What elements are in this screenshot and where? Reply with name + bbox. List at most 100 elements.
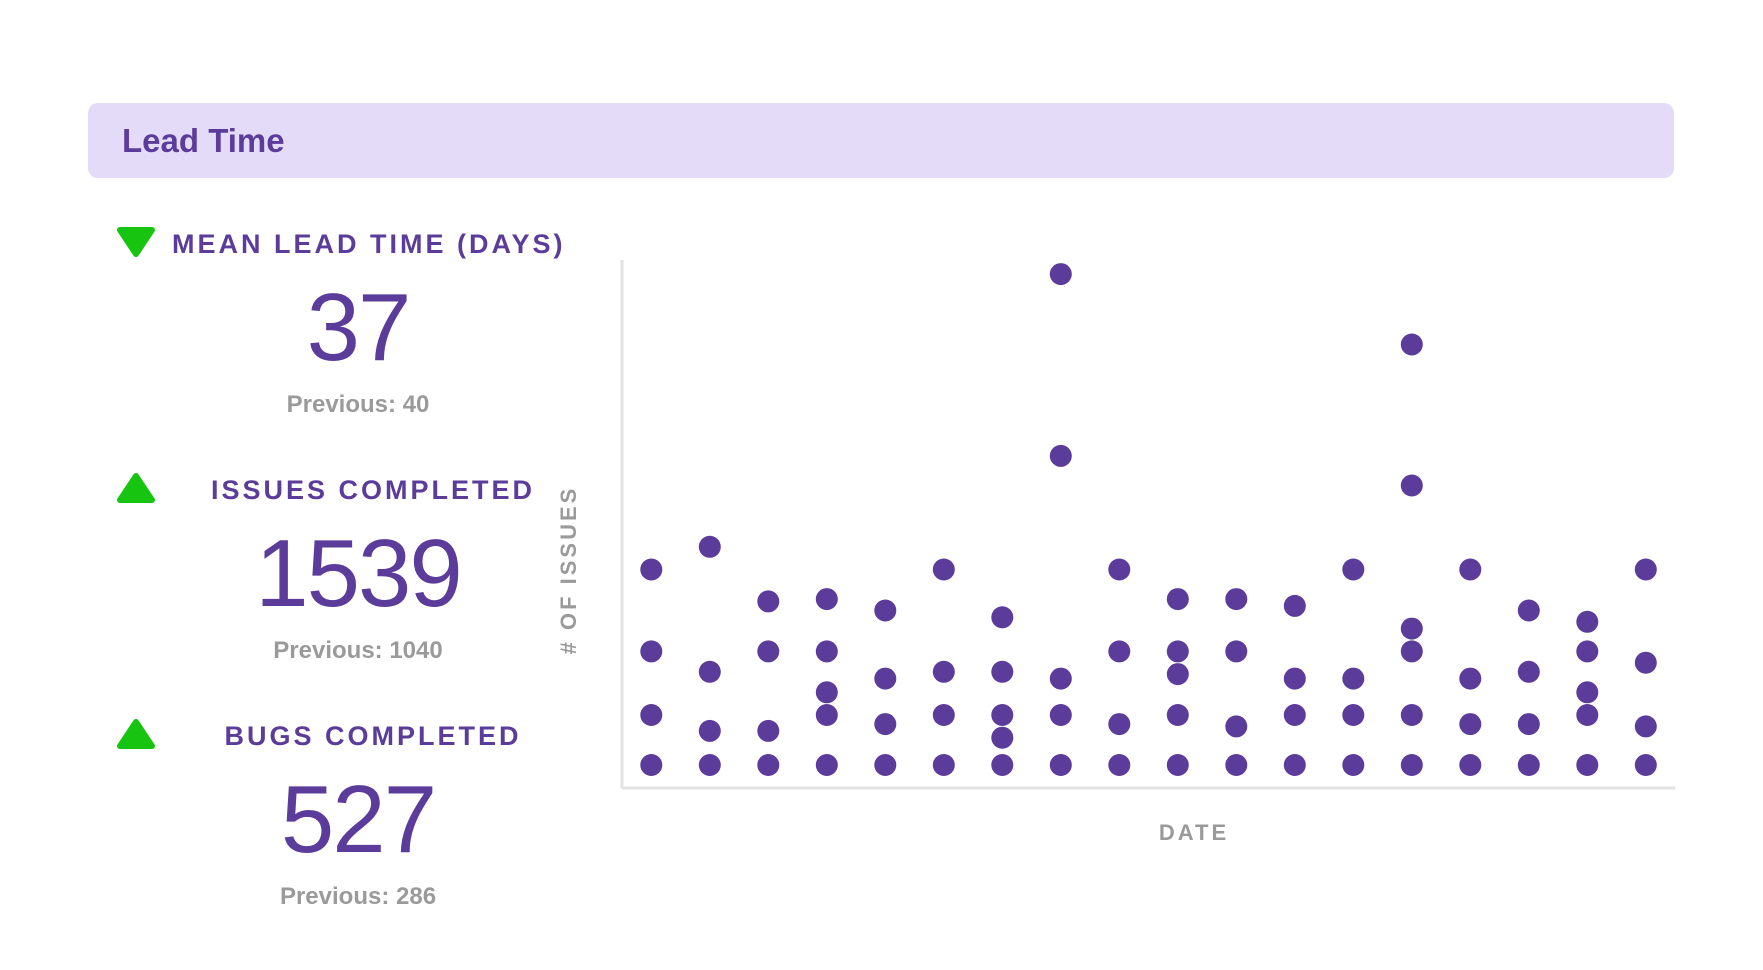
data-point: [1400, 617, 1423, 640]
data-point: [757, 640, 780, 663]
data-point: [815, 704, 838, 726]
data-point: [1634, 754, 1657, 776]
data-point: [698, 719, 721, 742]
metric-value: 1539: [255, 520, 463, 627]
data-point: [1225, 754, 1248, 776]
data-point: [757, 719, 780, 742]
data-point: [1225, 640, 1248, 663]
data-point: [932, 660, 955, 683]
metric-header: BUGS COMPLETED: [108, 716, 578, 756]
data-point: [698, 754, 721, 776]
metric-label: ISSUES COMPLETED: [210, 475, 536, 505]
data-point: [1283, 754, 1306, 776]
data-point: [1400, 704, 1423, 726]
data-point: [1225, 588, 1248, 611]
data-point: [1400, 333, 1423, 356]
data-point: [815, 681, 838, 704]
metric-issues-completed: ISSUES COMPLETED 1539 Previous: 1040: [108, 470, 578, 680]
data-point: [815, 754, 838, 776]
data-point: [1400, 640, 1423, 663]
data-point: [874, 754, 897, 776]
metric-header: MEAN LEAD TIME (DAYS): [108, 224, 578, 264]
panel-title: Lead Time: [122, 122, 285, 159]
data-point: [815, 640, 838, 663]
data-point: [1166, 588, 1189, 611]
data-point: [1459, 713, 1482, 736]
data-point: [640, 640, 663, 663]
data-point: [1342, 704, 1365, 726]
metric-value: 37: [306, 274, 412, 381]
data-point: [1049, 704, 1072, 726]
data-point: [815, 588, 838, 611]
metric-label: MEAN LEAD TIME (DAYS): [172, 229, 566, 259]
data-point: [1459, 558, 1482, 581]
data-point: [640, 754, 663, 776]
metric-mean-lead-time: MEAN LEAD TIME (DAYS) 37 Previous: 40: [108, 224, 578, 434]
data-point: [1459, 754, 1482, 776]
data-point: [1283, 594, 1306, 617]
data-point: [640, 704, 663, 726]
data-point: [1283, 667, 1306, 690]
data-point: [1166, 640, 1189, 663]
lead-time-scatter-chart: # OF ISSUES DATE: [556, 260, 1675, 845]
data-point: [932, 704, 955, 726]
data-point: [1225, 715, 1248, 738]
x-axis-label: DATE: [1159, 820, 1229, 845]
data-point: [1400, 754, 1423, 776]
panel-header: Lead Time: [88, 103, 1674, 178]
data-point: [1342, 754, 1365, 776]
data-point: [1634, 651, 1657, 674]
scatter-points: [640, 263, 1657, 776]
data-point: [1108, 713, 1131, 736]
data-point: [874, 599, 897, 622]
data-point: [991, 704, 1014, 726]
data-point: [1576, 681, 1599, 704]
data-point: [1517, 754, 1540, 776]
data-point: [1576, 640, 1599, 663]
data-point: [1166, 754, 1189, 776]
data-point: [757, 590, 780, 613]
data-point: [1049, 754, 1072, 776]
data-point: [1166, 663, 1189, 686]
data-point: [1166, 704, 1189, 726]
data-point: [1459, 667, 1482, 690]
data-point: [1049, 444, 1072, 467]
data-point: [991, 726, 1014, 749]
data-point: [757, 754, 780, 776]
metric-previous: Previous: 1040: [273, 637, 443, 664]
data-point: [1342, 667, 1365, 690]
data-point: [991, 606, 1014, 629]
triangle-up-icon: [117, 473, 155, 503]
data-point: [1576, 610, 1599, 633]
y-axis-label: # OF ISSUES: [556, 486, 581, 655]
metric-bugs-completed: BUGS COMPLETED 527 Previous: 286: [108, 716, 578, 926]
data-point: [1634, 558, 1657, 581]
data-point: [1049, 263, 1072, 286]
data-point: [640, 558, 663, 581]
data-point: [1108, 640, 1131, 663]
data-point: [698, 535, 721, 558]
data-point: [1108, 558, 1131, 581]
data-point: [932, 558, 955, 581]
metric-label: BUGS COMPLETED: [224, 721, 522, 751]
data-point: [932, 754, 955, 776]
data-point: [1049, 667, 1072, 690]
data-point: [698, 660, 721, 683]
data-point: [1517, 660, 1540, 683]
data-point: [874, 713, 897, 736]
metric-previous: Previous: 286: [279, 883, 437, 910]
metric-previous: Previous: 40: [286, 391, 430, 418]
triangle-down-icon: [117, 227, 155, 257]
data-point: [1283, 704, 1306, 726]
data-point: [1517, 713, 1540, 736]
metric-value: 527: [280, 766, 437, 873]
data-point: [1634, 715, 1657, 738]
triangle-up-icon: [117, 719, 155, 749]
data-point: [991, 660, 1014, 683]
data-point: [1517, 599, 1540, 622]
data-point: [1400, 474, 1423, 497]
data-point: [1342, 558, 1365, 581]
data-point: [874, 667, 897, 690]
data-point: [1108, 754, 1131, 776]
